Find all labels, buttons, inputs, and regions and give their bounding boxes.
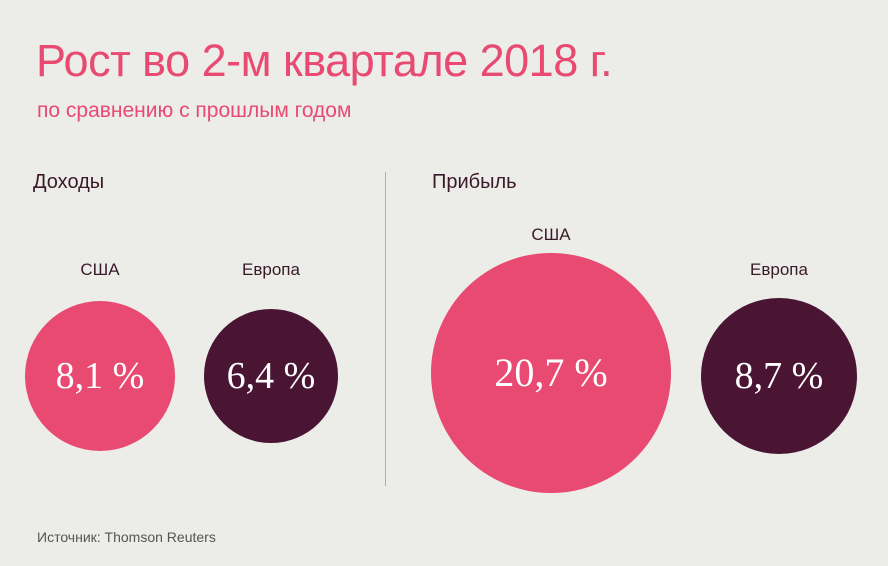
section-divider	[385, 172, 386, 486]
profit-us-category-label: США	[531, 225, 571, 244]
profit-europe-bubble: 8,7 %	[701, 298, 857, 454]
source-note: Источник: Thomson Reuters	[37, 529, 216, 545]
revenue-us-bubble: 8,1 %	[24, 300, 176, 452]
revenue-europe-value-label: 6,4 %	[226, 354, 316, 397]
revenue-us-value-label: 8,1 %	[55, 354, 145, 397]
revenue-europe-bubble: 6,4 %	[204, 309, 338, 443]
revenue-europe-category-label: Европа	[242, 260, 300, 279]
profit-europe-category-label: Европа	[750, 260, 808, 279]
profit-us-value-label: 20,7 %	[494, 350, 608, 395]
revenue-us-category-label: США	[80, 260, 120, 279]
profit-us-bubble: 20,7 %	[431, 253, 671, 493]
chart-title: Рост во 2-м квартале 2018 г.	[36, 35, 613, 86]
profit-europe-value-label: 8,7 %	[734, 354, 824, 397]
chart-subtitle: по сравнению с прошлым годом	[37, 99, 352, 122]
profit-section-title: Прибыль	[432, 171, 517, 193]
revenue-section-title: Доходы	[33, 171, 105, 193]
